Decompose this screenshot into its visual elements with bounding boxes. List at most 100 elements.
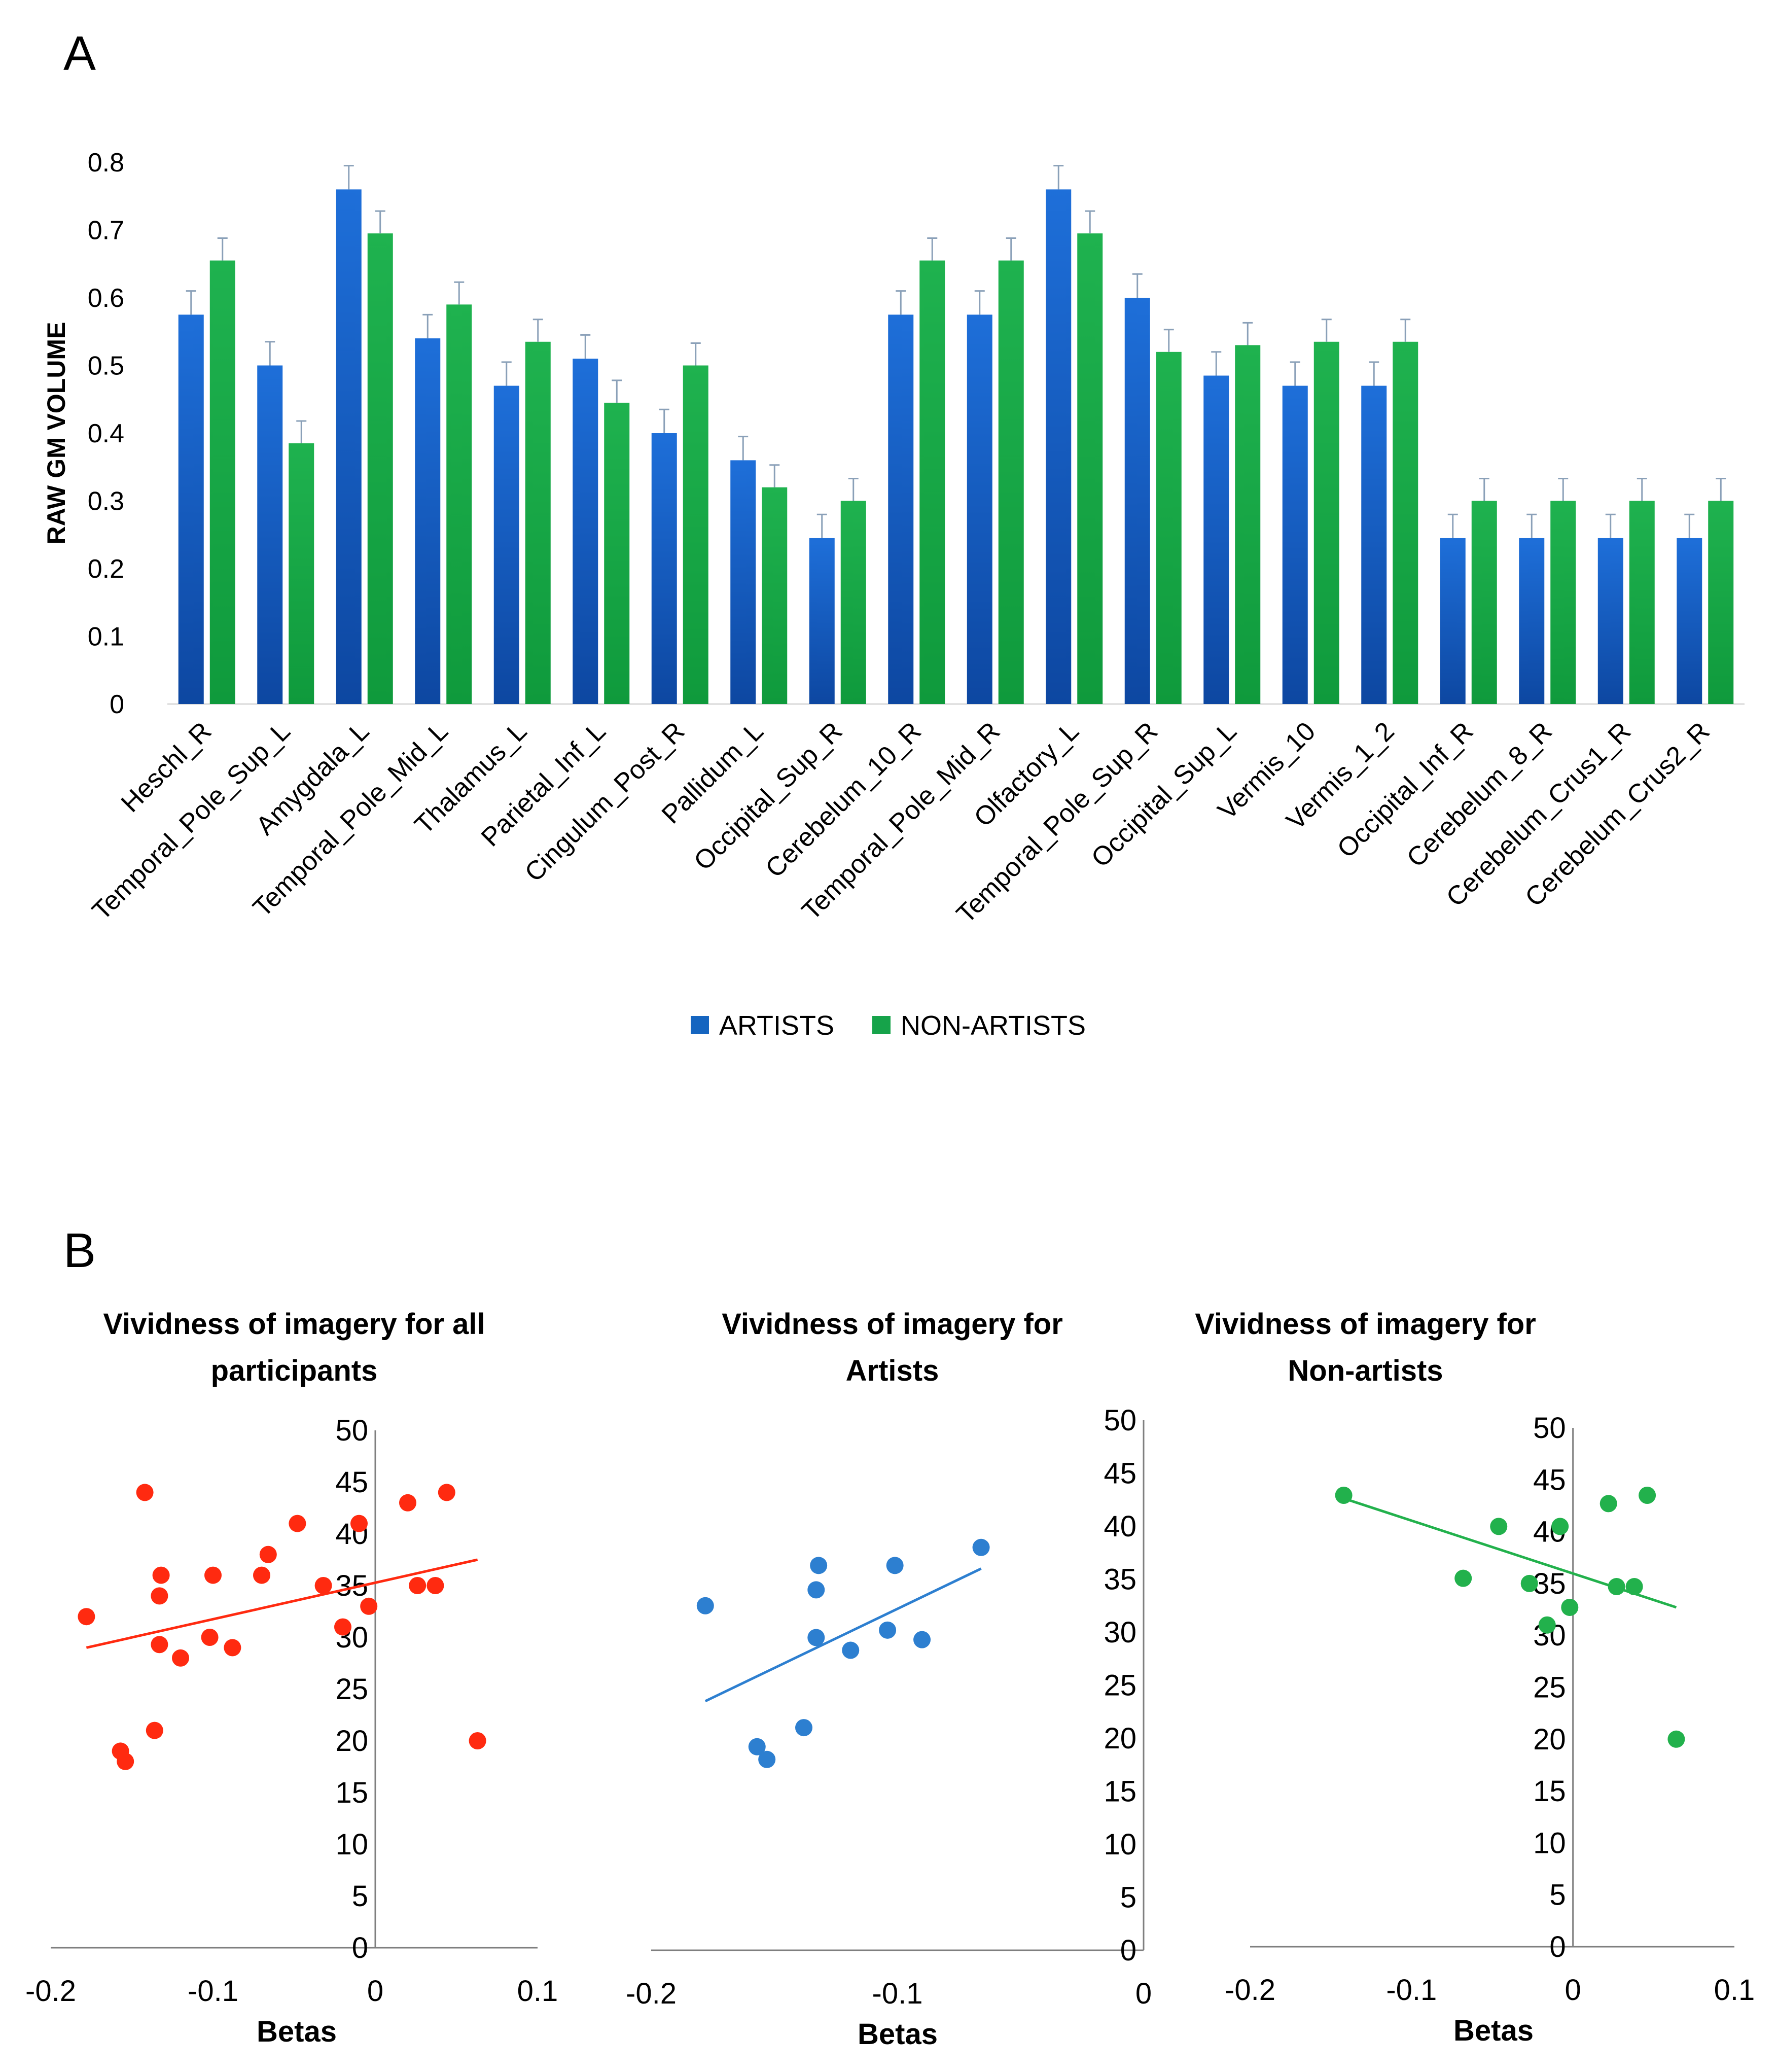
error-bar xyxy=(974,290,985,315)
error-bar xyxy=(612,379,622,403)
scatter-point xyxy=(1520,1574,1538,1592)
scatter-point xyxy=(807,1629,825,1646)
y-tick-label: 35 xyxy=(1104,1563,1136,1596)
bar-non-artists xyxy=(446,304,472,704)
scatter-point xyxy=(438,1484,455,1501)
bar-non-artists xyxy=(525,341,551,704)
bar-non-artists xyxy=(1471,501,1497,704)
scatter-point xyxy=(1538,1616,1556,1634)
bar-artists xyxy=(1519,538,1545,704)
y-tick-label: 0.2 xyxy=(88,554,124,584)
scatter-point xyxy=(399,1494,416,1512)
y-tick-label: 10 xyxy=(1104,1828,1136,1861)
bar-artists xyxy=(967,314,992,704)
scatter-point xyxy=(886,1557,904,1574)
scatter-point xyxy=(1600,1495,1617,1513)
scatter-point xyxy=(795,1719,813,1737)
error-bar xyxy=(1132,273,1143,298)
error-bar xyxy=(1085,210,1095,234)
x-tick-label: 0 xyxy=(367,1975,383,2008)
error-bar xyxy=(659,408,669,433)
error-bar xyxy=(375,210,385,234)
legend-label-artists: ARTISTS xyxy=(719,1010,834,1041)
bar-artists xyxy=(257,365,283,704)
category-label: Occipital_Sup_L xyxy=(1086,716,1242,873)
y-tick-label: 20 xyxy=(1533,1723,1566,1756)
scatter-point xyxy=(224,1639,241,1657)
scatter-point xyxy=(1561,1598,1579,1616)
scatter-point xyxy=(1639,1486,1656,1504)
x-axis-title: Betas xyxy=(858,2018,938,2051)
y-tick-label: 5 xyxy=(1120,1881,1136,1914)
bar-artists xyxy=(1677,538,1702,704)
y-tick-label: 0.8 xyxy=(88,148,124,178)
bar-artists xyxy=(573,359,598,704)
error-bar xyxy=(690,342,701,366)
bar-artists xyxy=(730,460,756,704)
bar-non-artists xyxy=(289,443,314,704)
scatter-point xyxy=(334,1618,351,1636)
bar-artists xyxy=(336,189,362,704)
y-tick-label: 5 xyxy=(1549,1879,1566,1912)
y-tick-label: 45 xyxy=(335,1466,368,1499)
bar-artists xyxy=(1203,375,1229,704)
scatter-point xyxy=(409,1577,427,1594)
y-tick-label: 0.6 xyxy=(88,284,124,313)
bar-artists xyxy=(178,314,204,704)
error-bar xyxy=(580,334,591,359)
error-bar xyxy=(1163,329,1174,352)
bar-non-artists xyxy=(1077,233,1103,704)
scatter-point xyxy=(913,1631,931,1648)
scatter-title-line1: Vividness of imagery for all xyxy=(103,1308,485,1341)
y-tick-label: 35 xyxy=(1533,1567,1566,1600)
y-tick-label: 50 xyxy=(1533,1412,1566,1445)
bar-artists xyxy=(493,385,519,704)
y-tick-label: 50 xyxy=(1104,1404,1136,1437)
scatter-point xyxy=(469,1732,486,1749)
error-bar xyxy=(1321,319,1332,342)
scatter-point xyxy=(152,1566,170,1584)
category-label: Occipital_Inf_R xyxy=(1332,716,1479,863)
bar-non-artists xyxy=(1708,501,1734,704)
scatter-point xyxy=(1490,1518,1508,1535)
bar-non-artists xyxy=(1393,341,1418,704)
y-tick-label: 5 xyxy=(352,1880,368,1913)
error-bar xyxy=(1637,477,1647,501)
scatter-artists: Vividness of imagery for Artists 0 5 10 15 20 2… xyxy=(626,1308,1152,2051)
panel-b-label: B xyxy=(63,1223,96,1278)
y-tick-label: 0.4 xyxy=(88,419,124,448)
legend-swatch-non-artists xyxy=(872,1016,891,1034)
scatter-point xyxy=(117,1752,134,1770)
error-bar xyxy=(1716,477,1726,501)
scatter-point xyxy=(1667,1730,1685,1748)
error-bar xyxy=(1605,513,1616,538)
x-tick-label: -0.1 xyxy=(872,1977,923,2010)
error-bar xyxy=(816,513,827,538)
bar-non-artists xyxy=(998,260,1024,704)
y-tick-label: 0 xyxy=(110,690,124,719)
scatter-point xyxy=(810,1557,828,1574)
bar-non-artists xyxy=(683,365,708,704)
y-tick-label: 10 xyxy=(1533,1827,1566,1859)
scatter-title-line1: Vividness of imagery for xyxy=(722,1308,1063,1341)
y-tick-label: 0.1 xyxy=(88,622,124,652)
y-tick-label: 45 xyxy=(1533,1463,1566,1496)
scatter-point xyxy=(748,1738,766,1755)
error-bar xyxy=(217,237,228,261)
scatter-point xyxy=(350,1515,368,1532)
scatter-point xyxy=(879,1621,897,1639)
error-bar xyxy=(1053,165,1064,190)
scatter-point xyxy=(1625,1578,1643,1596)
scatter-point xyxy=(360,1597,378,1615)
x-tick-label: -0.1 xyxy=(1386,1974,1437,2007)
bar-artists xyxy=(1124,298,1150,704)
x-tick-label: 0 xyxy=(1135,1977,1152,2010)
scatter-point xyxy=(78,1608,95,1626)
y-tick-label: 50 xyxy=(335,1414,368,1447)
error-bar xyxy=(1211,351,1222,376)
scatter-point xyxy=(259,1546,277,1563)
error-bar xyxy=(1290,361,1300,386)
scatter-point xyxy=(314,1577,332,1594)
